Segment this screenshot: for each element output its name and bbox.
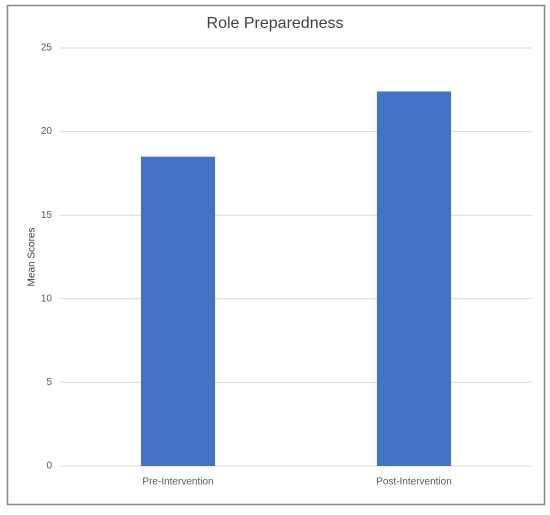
- y-tick-label: 20: [41, 126, 53, 137]
- bar: [140, 156, 216, 466]
- y-tick-label: 5: [46, 377, 52, 388]
- y-axis-title: Mean Scores: [27, 228, 38, 287]
- y-tick-label: 25: [41, 43, 53, 54]
- x-tick-label: Post-Intervention: [376, 477, 452, 488]
- chart-title: Role Preparedness: [207, 15, 344, 32]
- chart-border: [6, 4, 546, 506]
- bar: [376, 91, 452, 467]
- y-tick-label: 0: [46, 461, 52, 472]
- y-tick-label: 15: [41, 210, 53, 221]
- y-tick-label: 10: [41, 293, 53, 304]
- x-tick-label: Pre-Intervention: [142, 477, 213, 488]
